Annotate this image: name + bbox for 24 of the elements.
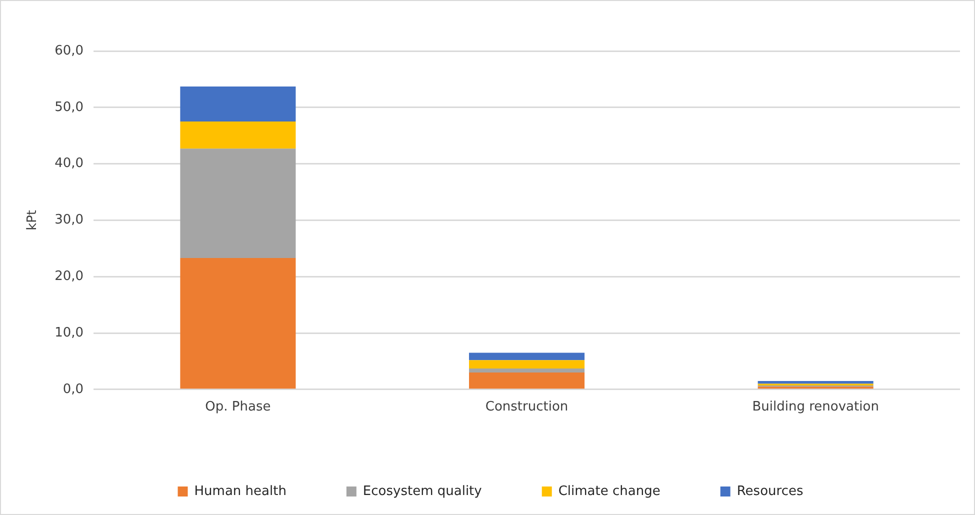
bar <box>469 360 585 369</box>
y-tick-label: 60,0 <box>54 43 84 58</box>
bar <box>180 86 296 122</box>
bar <box>469 368 585 372</box>
x-tick-label: Construction <box>485 400 568 415</box>
y-axis-title: kPt <box>25 210 40 230</box>
y-tick-label: 30,0 <box>54 212 84 228</box>
y-tick-label: 0,0 <box>62 382 84 397</box>
bar <box>469 372 585 389</box>
legend-label: Climate change <box>558 484 660 499</box>
bar <box>469 352 585 360</box>
x-tick-label: Building renovation <box>752 400 879 415</box>
bar <box>180 148 296 258</box>
legend-label: Ecosystem quality <box>362 484 482 499</box>
legend-label: Resources <box>736 484 804 499</box>
bar <box>180 258 296 389</box>
y-tick-label: 50,0 <box>54 100 84 115</box>
y-tick-label: 20,0 <box>54 268 84 284</box>
legend-label: Human health <box>194 484 286 499</box>
y-tick-label: 40,0 <box>54 156 84 172</box>
bar <box>758 380 874 384</box>
bar <box>180 122 296 149</box>
x-tick-label: Op. Phase <box>205 400 271 415</box>
y-tick-label: 10,0 <box>54 325 84 340</box>
